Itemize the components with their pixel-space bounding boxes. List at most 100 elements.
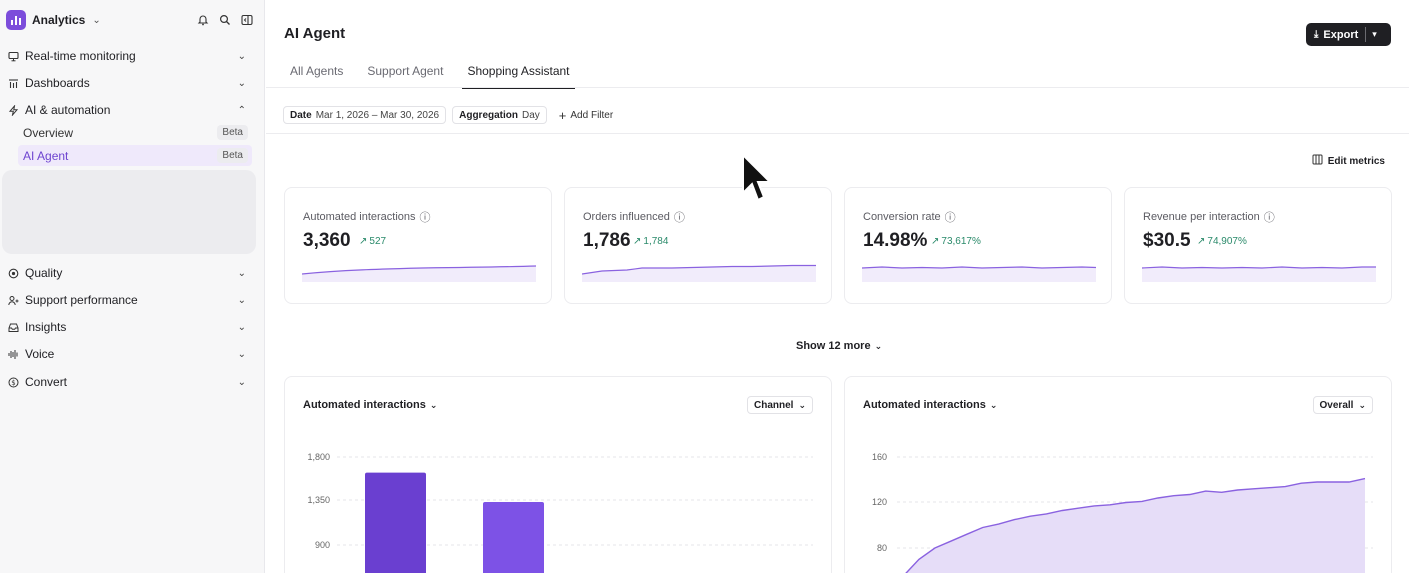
sidebar-item-label: Convert: [25, 375, 68, 389]
edit-metrics-button[interactable]: Edit metrics: [1312, 154, 1385, 168]
bell-icon[interactable]: [196, 13, 210, 27]
plus-icon: +: [558, 107, 567, 123]
kpi-title: Conversion rate: [863, 211, 941, 223]
channel-select[interactable]: Channel ⌄: [747, 396, 813, 414]
chevron-down-icon[interactable]: ▾: [1372, 29, 1377, 39]
search-icon[interactable]: [218, 13, 232, 27]
kpi-sparkline: [862, 266, 1096, 282]
sidebar-item-ai-automation[interactable]: AI & automation ⌃: [6, 99, 254, 121]
y-tick-label: 1,350: [307, 495, 330, 505]
area-fill: [906, 478, 1365, 573]
sidebar-item-quality[interactable]: Quality ⌄: [6, 262, 254, 284]
sidebar-item-convert[interactable]: $ Convert ⌄: [6, 371, 254, 393]
chevron-down-icon: ⌄: [237, 294, 246, 306]
y-tick-label: 1,800: [307, 452, 330, 462]
trend-up-icon: ↗: [359, 236, 368, 247]
chevron-down-icon: ⌄: [237, 348, 246, 360]
kpi-card-automated-interactions[interactable]: Automated interactions ⓘ 3,360 ↗ 527: [284, 187, 552, 304]
chevron-down-icon: ⌄: [1358, 399, 1366, 410]
kpi-title: Automated interactions: [303, 211, 416, 223]
beta-badge: Beta: [217, 125, 248, 140]
aggregation-filter-chip[interactable]: Aggregation Day: [452, 106, 547, 124]
chevron-down-icon: ⌄: [237, 376, 246, 388]
chevron-down-icon: ⌄: [989, 399, 998, 410]
area-chart: 160 120 80: [872, 452, 1373, 573]
sidebar-item-insights[interactable]: Insights ⌄: [6, 316, 254, 338]
kpi-sparkline: [302, 265, 536, 282]
download-icon: ⤓: [1314, 29, 1319, 40]
columns-icon: [1312, 154, 1323, 168]
show-more-button[interactable]: Show 12 more ⌄: [796, 340, 883, 352]
add-filter-button[interactable]: + Add Filter: [558, 107, 614, 123]
sidebar-item-label: AI Agent: [23, 148, 69, 163]
sidebar-item-label: Quality: [25, 266, 63, 280]
kpi-card-revenue-per-interaction[interactable]: Revenue per interaction ⓘ $30.5 ↗ 74,907%: [1124, 187, 1392, 304]
agent-tabs: All Agents Support Agent Shopping Assist…: [284, 58, 588, 89]
tab-all-agents[interactable]: All Agents: [290, 64, 344, 78]
export-button[interactable]: ⤓ Export ▾: [1306, 23, 1391, 46]
bar: [365, 472, 426, 573]
app-name: Analytics: [32, 13, 86, 27]
kpi-delta: ↗ 527: [359, 236, 387, 247]
info-icon[interactable]: ⓘ: [1263, 212, 1275, 224]
export-label: Export: [1323, 28, 1359, 41]
sidebar-item-label: Support performance: [25, 293, 138, 307]
date-filter-chip[interactable]: Date Mar 1, 2026 – Mar 30, 2026: [283, 106, 447, 124]
y-tick-label: 160: [872, 452, 887, 462]
analytics-logo-icon: [6, 10, 26, 30]
tab-support-agent[interactable]: Support Agent: [367, 64, 444, 78]
bolt-icon: [6, 103, 20, 117]
quality-icon: [6, 266, 20, 280]
info-icon[interactable]: ⓘ: [944, 212, 956, 224]
info-icon[interactable]: ⓘ: [419, 212, 431, 224]
y-tick-label: 900: [315, 540, 330, 550]
svg-text:$: $: [11, 379, 15, 387]
sidebar-item-label: Real-time monitoring: [25, 49, 136, 63]
kpi-sparkline: [1142, 266, 1376, 282]
chevron-down-icon: ⌄: [798, 399, 806, 410]
collapse-sidebar-icon[interactable]: [240, 13, 254, 27]
trend-up-icon: ↗: [633, 236, 642, 247]
overall-select[interactable]: Overall ⌄: [1312, 396, 1373, 414]
kpi-card-orders-influenced[interactable]: Orders influenced ⓘ 1,786 ↗ 1,784: [564, 187, 832, 304]
y-tick-label: 80: [877, 543, 887, 553]
chevron-up-icon: ⌃: [237, 104, 246, 116]
chart-title-dropdown[interactable]: Automated interactions ⌄: [303, 399, 438, 411]
kpi-delta: ↗ 74,907%: [1197, 236, 1247, 247]
kpi-title: Orders influenced: [583, 211, 670, 223]
tab-shopping-assistant[interactable]: Shopping Assistant: [461, 58, 575, 89]
chart-panel-channel: Automated interactions ⌄ Channel ⌄ 1,800…: [284, 376, 832, 573]
sidebar-subitem-ai-agent[interactable]: AI Agent Beta: [18, 145, 252, 166]
chevron-down-icon: ⌄: [237, 321, 246, 333]
chart-title-dropdown[interactable]: Automated interactions ⌄: [863, 399, 998, 411]
kpi-card-conversion-rate[interactable]: Conversion rate ⓘ 14.98% ↗ 73,617%: [844, 187, 1112, 304]
sidebar-item-label: Voice: [25, 347, 55, 361]
kpi-value: 14.98%: [863, 230, 928, 251]
sidebar-item-label: Overview: [23, 125, 74, 140]
bar: [483, 501, 544, 573]
sidebar-item-voice[interactable]: Voice ⌄: [6, 343, 254, 365]
chevron-down-icon: ⌄: [237, 50, 246, 62]
app-switcher[interactable]: Analytics ⌄: [6, 10, 101, 30]
kpi-sparkline: [582, 264, 816, 282]
sidebar-item-real-time-monitoring[interactable]: Real-time monitoring ⌄: [6, 45, 254, 67]
sidebar-item-dashboards[interactable]: Dashboards ⌄: [6, 72, 254, 94]
chevron-down-icon: ⌄: [874, 340, 883, 351]
sidebar-item-label: AI & automation: [25, 103, 111, 117]
kpi-delta: ↗ 1,784: [633, 236, 669, 247]
monitor-icon: [6, 49, 20, 63]
main-content: AI Agent ⤓ Export ▾ All Agents Support A…: [266, 0, 1409, 573]
blurred-region: [2, 170, 256, 254]
waveform-icon: [6, 347, 20, 361]
trend-up-icon: ↗: [1197, 236, 1206, 247]
info-icon[interactable]: ⓘ: [673, 212, 685, 224]
chevron-down-icon: ⌄: [92, 14, 101, 26]
y-tick-label: 120: [872, 497, 887, 507]
sidebar-subitem-overview[interactable]: Overview Beta: [18, 122, 252, 143]
beta-badge: Beta: [217, 148, 248, 163]
kpi-value: 1,786: [583, 230, 631, 251]
filter-bar: Date Mar 1, 2026 – Mar 30, 2026 Aggregat…: [283, 106, 613, 124]
page-title: AI Agent: [284, 25, 346, 42]
sidebar-item-support-performance[interactable]: Support performance ⌄: [6, 289, 254, 311]
chevron-down-icon: ⌄: [237, 267, 246, 279]
